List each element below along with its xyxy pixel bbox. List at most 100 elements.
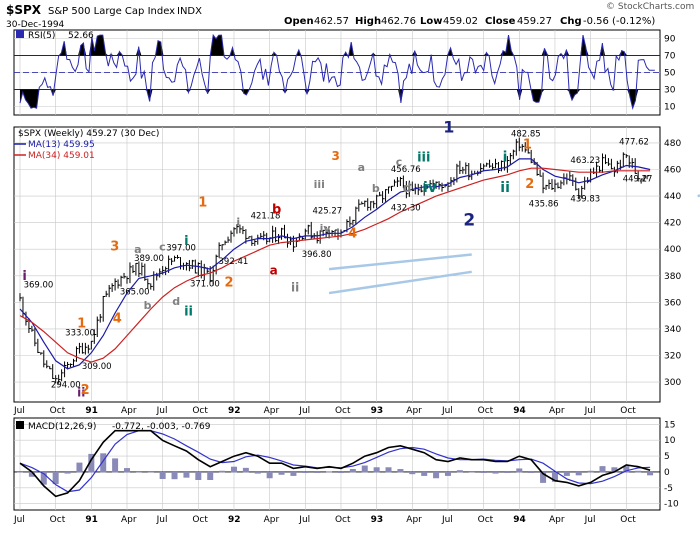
price-value-label: 449.27 bbox=[623, 174, 653, 184]
wave-label: 1 bbox=[523, 137, 532, 152]
macd-histogram-bar bbox=[444, 471, 451, 476]
price-value-label: 309.00 bbox=[82, 362, 112, 372]
wave-label: a bbox=[358, 161, 365, 174]
wave-label: 1 bbox=[77, 317, 86, 332]
ma13-legend: MA(13) 459.95 bbox=[28, 140, 95, 150]
macd-histogram-bar bbox=[52, 471, 59, 485]
rsi-y-tick-label: 30 bbox=[664, 86, 676, 96]
price-value-label: 425.27 bbox=[312, 206, 342, 216]
macd-x-tick-label: Oct bbox=[335, 515, 351, 525]
macd-histogram-bar bbox=[599, 466, 606, 473]
macd-histogram-bar bbox=[302, 471, 309, 474]
wave-label: d bbox=[172, 295, 180, 308]
wave-label: 4 bbox=[113, 311, 122, 326]
macd-histogram-bar bbox=[480, 471, 487, 474]
wave-label: 2 bbox=[225, 275, 234, 290]
price-y-tick-label: 320 bbox=[664, 352, 681, 362]
macd-x-tick-label: Oct bbox=[192, 515, 208, 525]
macd-histogram-bar bbox=[266, 471, 273, 479]
macd-histogram-bar bbox=[540, 471, 547, 483]
macd-histogram-bar bbox=[183, 471, 190, 478]
macd-histogram-bar bbox=[623, 466, 630, 473]
macd-histogram-bar bbox=[123, 468, 130, 473]
macd-histogram-bar bbox=[337, 471, 344, 474]
macd-histogram-bar bbox=[635, 470, 642, 473]
price-y-tick-label: 380 bbox=[664, 272, 681, 282]
high-value: 462.76 bbox=[381, 16, 416, 27]
macd-histogram-bar bbox=[373, 467, 380, 473]
wave-label: ii bbox=[291, 281, 299, 295]
wave-label: iii bbox=[417, 151, 430, 166]
price-value-label: 432.30 bbox=[391, 204, 421, 214]
open-value: 462.57 bbox=[314, 16, 349, 27]
wave-label: ii bbox=[77, 386, 85, 400]
channel-line bbox=[328, 253, 472, 271]
macd-histogram-bar bbox=[575, 471, 582, 476]
price-y-tick-label: 360 bbox=[664, 298, 681, 308]
macd-histogram-bar bbox=[516, 468, 523, 473]
price-value-label: 421.18 bbox=[251, 212, 281, 222]
close-value: 459.27 bbox=[517, 16, 552, 27]
macd-histogram-bar bbox=[290, 471, 297, 476]
macd-x-tick-label: Oct bbox=[620, 515, 636, 525]
price-value-label: 463.23 bbox=[570, 156, 600, 166]
price-x-tick-label: Jul bbox=[584, 406, 596, 416]
macd-values: -0.772, -0.003, -0.769 bbox=[112, 422, 211, 432]
index-name: S&P 500 Large Cap Index bbox=[48, 6, 175, 17]
macd-histogram-bar bbox=[195, 471, 202, 480]
macd-line bbox=[19, 429, 651, 498]
macd-histogram-bar bbox=[171, 471, 178, 480]
macd-y-tick-label: 5 bbox=[664, 452, 670, 462]
price-x-tick-label: 92 bbox=[228, 406, 241, 416]
macd-histogram-bar bbox=[326, 471, 333, 473]
macd-histogram-bar bbox=[587, 470, 594, 473]
price-value-label: 482.85 bbox=[511, 129, 541, 139]
price-x-tick-label: Jul bbox=[441, 406, 453, 416]
macd-histogram-bar bbox=[433, 471, 440, 479]
wave-label: 3 bbox=[110, 240, 119, 255]
rsi-label: RSI(5) bbox=[28, 31, 55, 41]
macd-histogram-bar bbox=[135, 471, 142, 473]
wave-label: b bbox=[372, 182, 380, 195]
rsi-y-tick-label: 90 bbox=[664, 35, 676, 45]
macd-y-tick-label: 0 bbox=[664, 468, 670, 478]
macd-x-tick-label: 93 bbox=[371, 515, 384, 525]
low-value: 459.02 bbox=[443, 16, 478, 27]
macd-histogram-bar bbox=[76, 462, 83, 473]
price-value-label: 477.62 bbox=[619, 137, 649, 147]
macd-histogram-bar bbox=[278, 471, 285, 475]
price-y-tick-label: 400 bbox=[664, 245, 681, 255]
wave-label: i bbox=[503, 150, 508, 166]
macd-histogram-bar bbox=[254, 471, 261, 474]
macd-histogram-bar bbox=[456, 470, 463, 473]
macd-x-tick-label: 92 bbox=[228, 515, 241, 525]
macd-histogram-bar bbox=[17, 471, 23, 473]
macd-x-tick-label: Apr bbox=[264, 515, 280, 525]
price-value-label: 389.00 bbox=[134, 254, 164, 264]
rsi-y-tick-label: 10 bbox=[664, 103, 676, 113]
macd-histogram-bar bbox=[230, 466, 237, 473]
macd-histogram-bar bbox=[28, 471, 35, 477]
macd-x-tick-label: Apr bbox=[121, 515, 137, 525]
rsi-legend-swatch bbox=[16, 30, 24, 38]
price-value-label: 365.00 bbox=[120, 287, 150, 297]
macd-x-tick-label: Apr bbox=[549, 515, 565, 525]
macd-histogram-bar bbox=[361, 465, 368, 473]
price-legend: $SPX (Weekly) 459.27 (30 Dec) bbox=[18, 129, 159, 139]
chg-value: -0.56 (-0.12%) bbox=[583, 16, 655, 27]
price-value-label: 369.00 bbox=[24, 281, 54, 291]
price-value-label: 371.00 bbox=[190, 279, 220, 289]
price-y-tick-label: 340 bbox=[664, 325, 681, 335]
price-value-label: 333.00 bbox=[65, 329, 95, 339]
price-value-label: 392.41 bbox=[219, 257, 249, 267]
price-x-tick-label: Jul bbox=[13, 406, 25, 416]
macd-x-tick-label: Jul bbox=[584, 515, 596, 525]
price-x-tick-label: Apr bbox=[121, 406, 137, 416]
price-x-tick-label: Oct bbox=[620, 406, 636, 416]
macd-histogram-bar bbox=[647, 471, 654, 476]
macd-histogram-bar bbox=[242, 467, 249, 473]
macd-x-tick-label: 91 bbox=[85, 515, 98, 525]
macd-histogram-bar bbox=[349, 469, 356, 473]
wave-label: a bbox=[134, 243, 141, 256]
